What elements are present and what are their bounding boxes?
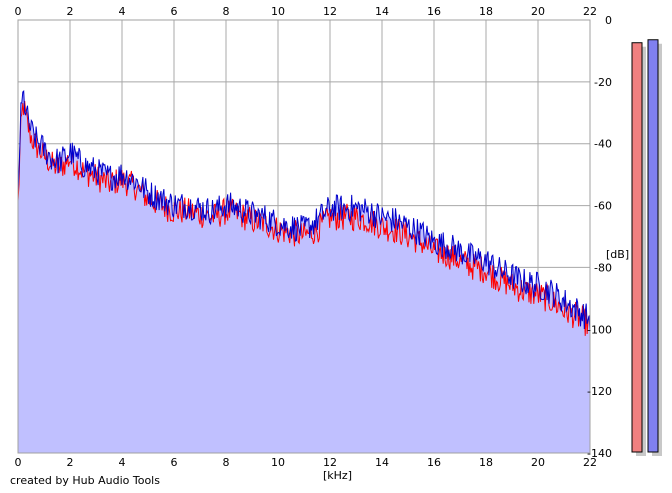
x-tick-label: 18	[479, 5, 493, 18]
x-tick-label: 14	[375, 456, 389, 469]
x-tick-label: 2	[67, 5, 74, 18]
x-tick-labels-bottom: 0 2 4 6 8 10 12 14 16 18 20 22	[15, 456, 598, 469]
x-axis-label: [kHz]	[323, 469, 352, 482]
x-tick-label: 10	[271, 456, 285, 469]
x-tick-label: 6	[171, 456, 178, 469]
y-tick-label: -80	[594, 261, 612, 274]
x-tick-label: 22	[583, 5, 597, 18]
y-tick-label: -60	[594, 200, 612, 213]
x-tick-label: 16	[427, 456, 441, 469]
x-tick-label: 12	[323, 456, 337, 469]
x-tick-label: 4	[119, 456, 126, 469]
y-tick-label: -140	[587, 447, 612, 460]
x-tick-label: 8	[223, 5, 230, 18]
x-tick-label: 12	[323, 5, 337, 18]
x-tick-label: 8	[223, 456, 230, 469]
level-meters	[631, 39, 662, 456]
x-tick-label: 22	[583, 456, 597, 469]
x-tick-label: 14	[375, 5, 389, 18]
x-tick-label: 4	[119, 5, 126, 18]
spectrum-area-fill	[18, 91, 590, 453]
y-tick-label: -120	[587, 385, 612, 398]
x-tick-label: 18	[479, 456, 493, 469]
x-tick-label: 0	[15, 5, 22, 18]
y-tick-label: -40	[594, 138, 612, 151]
x-tick-label: 2	[67, 456, 74, 469]
x-tick-label: 6	[171, 5, 178, 18]
y-tick-label: -100	[587, 323, 612, 336]
y-tick-label: -20	[594, 76, 612, 89]
y-axis-label: [dB]	[606, 248, 629, 261]
x-tick-label: 0	[15, 456, 22, 469]
series-lines	[17, 89, 591, 336]
y-tick-labels: 0 -20 -40 -60 -80 -100 -120 -140	[587, 14, 612, 460]
right-level-meter	[647, 39, 659, 453]
y-tick-label: 0	[605, 14, 612, 27]
plot-area	[17, 19, 591, 454]
x-tick-label: 20	[531, 5, 545, 18]
x-tick-label: 20	[531, 456, 545, 469]
x-tick-label: 16	[427, 5, 441, 18]
x-tick-labels-top: 0 2 4 6 8 10 12 14 16 18 20 22	[15, 5, 598, 18]
credit-text: created by Hub Audio Tools	[10, 474, 160, 487]
x-tick-label: 10	[271, 5, 285, 18]
left-level-meter	[631, 42, 643, 453]
series-line	[17, 89, 591, 332]
plot-border	[17, 19, 591, 454]
